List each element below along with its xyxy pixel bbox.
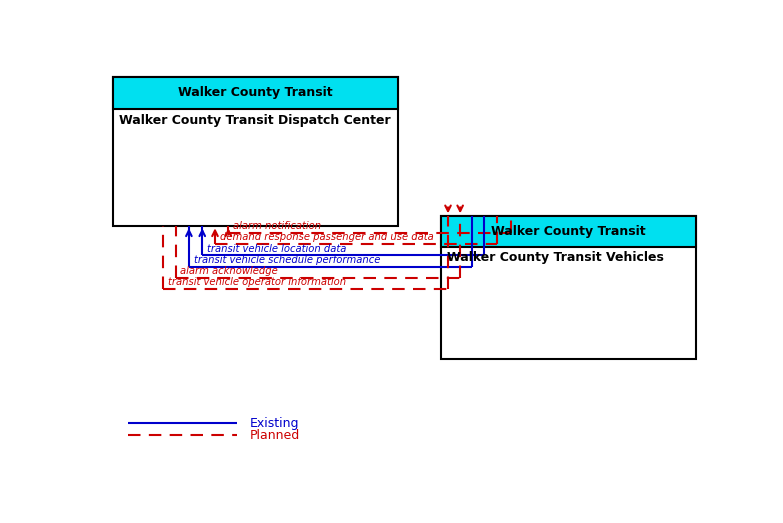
Text: transit vehicle schedule performance: transit vehicle schedule performance (193, 255, 380, 265)
Text: transit vehicle location data: transit vehicle location data (207, 244, 347, 254)
Text: Walker County Transit Dispatch Center: Walker County Transit Dispatch Center (119, 113, 391, 127)
Text: demand response passenger and use data: demand response passenger and use data (220, 232, 434, 242)
Text: alarm notification: alarm notification (233, 221, 321, 231)
Text: Existing: Existing (250, 417, 299, 430)
Text: Walker County Transit: Walker County Transit (491, 225, 645, 237)
Bar (113, 77, 399, 109)
Bar (441, 216, 695, 359)
Text: Walker County Transit: Walker County Transit (179, 86, 333, 99)
Bar (441, 216, 695, 246)
Text: Planned: Planned (250, 429, 300, 442)
Text: Walker County Transit Vehicles: Walker County Transit Vehicles (447, 252, 664, 264)
Text: transit vehicle operator information: transit vehicle operator information (168, 278, 346, 288)
Bar (113, 77, 399, 226)
Text: alarm acknowledge: alarm acknowledge (180, 266, 278, 276)
